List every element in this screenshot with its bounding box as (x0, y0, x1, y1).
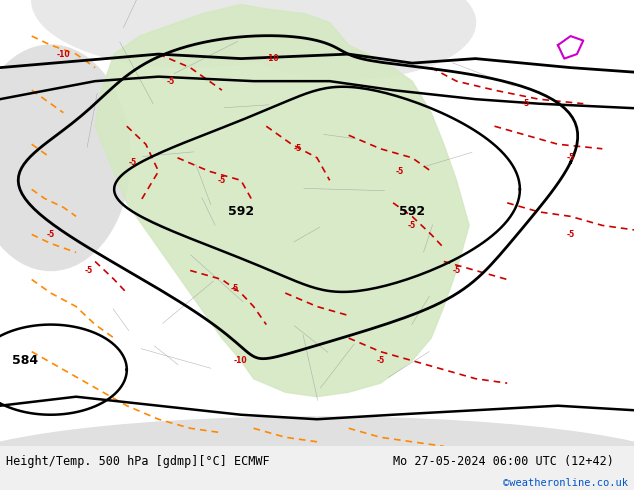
Text: Height/Temp. 500 hPa [gdmp][°C] ECMWF: Height/Temp. 500 hPa [gdmp][°C] ECMWF (6, 455, 270, 468)
Ellipse shape (32, 0, 349, 68)
Text: -5: -5 (167, 76, 176, 86)
Text: -5: -5 (408, 221, 417, 230)
Text: ©weatheronline.co.uk: ©weatheronline.co.uk (503, 478, 628, 489)
Text: Mo 27-05-2024 06:00 UTC (12+42): Mo 27-05-2024 06:00 UTC (12+42) (393, 455, 614, 468)
Text: -5: -5 (452, 266, 461, 275)
Text: -5: -5 (129, 158, 138, 167)
Ellipse shape (222, 0, 476, 79)
Text: 592: 592 (399, 205, 425, 219)
Text: -5: -5 (566, 153, 575, 162)
Text: -5: -5 (395, 167, 404, 176)
Text: -10: -10 (266, 54, 280, 63)
Text: 584: 584 (12, 354, 39, 367)
Text: 0: 0 (93, 446, 98, 455)
Text: -5: -5 (230, 284, 239, 293)
Ellipse shape (0, 417, 634, 490)
Text: -5: -5 (566, 230, 575, 239)
Text: -5: -5 (522, 99, 531, 108)
Text: -5: -5 (376, 356, 385, 365)
Text: -5: -5 (294, 144, 302, 153)
Text: -5: -5 (84, 266, 93, 275)
Ellipse shape (0, 45, 130, 270)
Text: -5: -5 (46, 230, 55, 239)
Text: -10: -10 (56, 49, 70, 59)
Text: -10: -10 (234, 356, 248, 365)
Text: 592: 592 (228, 205, 254, 219)
Polygon shape (95, 4, 469, 397)
Text: -5: -5 (217, 176, 226, 185)
